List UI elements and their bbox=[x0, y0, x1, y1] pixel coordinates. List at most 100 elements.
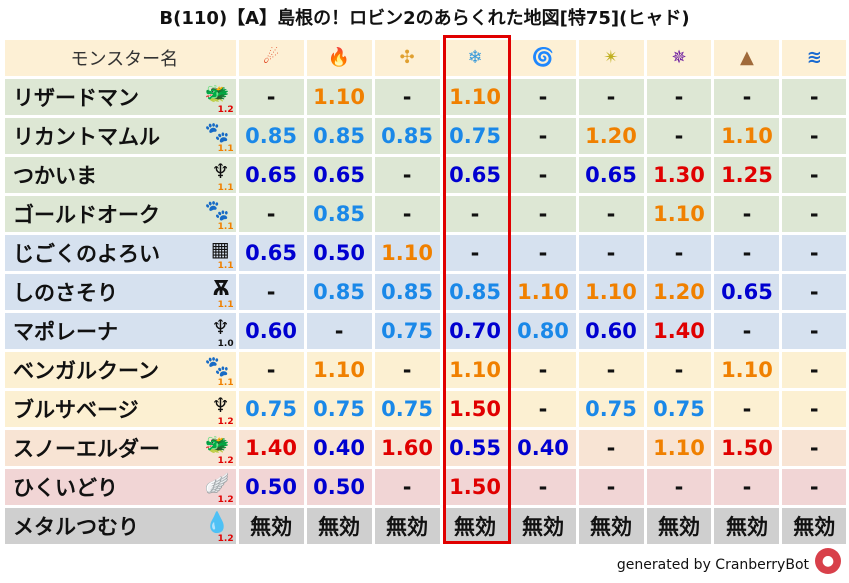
cranberry-icon: ● bbox=[815, 548, 841, 574]
monster-name-header: モンスター名 bbox=[5, 40, 236, 76]
weight-label: 1.1 bbox=[217, 300, 234, 310]
resistance-value: - bbox=[782, 274, 846, 310]
resistance-value: 0.65 bbox=[306, 157, 372, 193]
weight-label: 1.1 bbox=[217, 378, 234, 388]
element-header: ▲ bbox=[714, 40, 780, 76]
resistance-value: - bbox=[510, 196, 576, 232]
monster-cell: しのさそり Ѫ 1.1 bbox=[5, 274, 236, 310]
monster-cell: マポレーナ ♆ 1.0 bbox=[5, 313, 236, 349]
resistance-value: 0.70 bbox=[442, 313, 508, 349]
table-row: メタルつむり 💧 1.2 無効 無効 無効 無効 無効 無効 無効 無効 無効 bbox=[5, 508, 846, 544]
insect-icon: Ѫ bbox=[212, 276, 230, 300]
material-icon: ▦ bbox=[210, 237, 230, 261]
resistance-value: 1.10 bbox=[714, 352, 780, 388]
resistance-value: - bbox=[782, 469, 846, 505]
footer-credit: generated by CranberryBot bbox=[616, 557, 809, 573]
ice-icon: ❄ bbox=[467, 47, 483, 68]
monster-cell: ひくいどり 🪽 1.2 bbox=[5, 469, 236, 505]
resistance-value: - bbox=[578, 235, 644, 271]
weight-label: 1.2 bbox=[217, 105, 234, 115]
resistance-value: 0.85 bbox=[306, 196, 372, 232]
resistance-value: - bbox=[714, 235, 780, 271]
weight-label: 1.1 bbox=[217, 222, 234, 232]
resistance-value: 1.10 bbox=[714, 118, 780, 154]
resistance-value: - bbox=[374, 352, 440, 388]
resistance-value: - bbox=[714, 469, 780, 505]
resistance-value: - bbox=[646, 469, 712, 505]
paw-icon: 🐾 bbox=[204, 198, 230, 222]
demon-icon: ♆ bbox=[211, 315, 230, 339]
table-row: しのさそり Ѫ 1.1-0.85 0.85 0.85 1.10 1.10 1.20 0.65- bbox=[5, 274, 846, 310]
page-title: B(110)【A】島根の！ロビン2のあらくれた地図[特75](ヒャド) bbox=[159, 8, 690, 29]
resistance-value: - bbox=[374, 157, 440, 193]
resistance-value: 0.75 bbox=[238, 391, 304, 427]
table-row: じごくのよろい ▦ 1.1 0.65 0.50 1.10- - - - - - bbox=[5, 235, 846, 271]
paw-icon: 🐾 bbox=[204, 120, 230, 144]
fireball-icon: ☄ bbox=[263, 47, 280, 68]
element-header: ✴ bbox=[578, 40, 644, 76]
resistance-value: 無効 bbox=[510, 508, 576, 544]
table-row: スノーエルダー 🐲 1.2 1.40 0.40 1.60 0.55 0.40-1.10 1.50… bbox=[5, 430, 846, 466]
resistance-value: 0.60 bbox=[238, 313, 304, 349]
resistance-value: 0.85 bbox=[442, 274, 508, 310]
resistance-value: 無効 bbox=[578, 508, 644, 544]
resistance-value: - bbox=[578, 352, 644, 388]
element-header: ✵ bbox=[646, 40, 712, 76]
resistance-value: 無効 bbox=[306, 508, 372, 544]
resistance-value: 0.55 bbox=[442, 430, 508, 466]
resistance-value: - bbox=[374, 469, 440, 505]
resistance-value: 0.65 bbox=[238, 157, 304, 193]
flame-icon: 🔥 bbox=[327, 47, 351, 68]
table-row: つかいま ♆ 1.1 0.65 0.65-0.65-0.65 1.30 1.25- bbox=[5, 157, 846, 193]
monster-cell: つかいま ♆ 1.1 bbox=[5, 157, 236, 193]
weight-label: 1.1 bbox=[217, 261, 234, 271]
resistance-value: - bbox=[578, 430, 644, 466]
monster-name: じごくのよろい bbox=[13, 242, 160, 266]
resistance-value: 0.75 bbox=[374, 391, 440, 427]
demon-icon: ♆ bbox=[211, 393, 230, 417]
resistance-value: 0.40 bbox=[306, 430, 372, 466]
resistance-value: 1.10 bbox=[442, 79, 508, 115]
resistance-value: 0.50 bbox=[306, 235, 372, 271]
resistance-value: 0.80 bbox=[510, 313, 576, 349]
resistance-value: - bbox=[442, 196, 508, 232]
weight-label: 1.2 bbox=[217, 456, 234, 466]
resistance-value: 1.20 bbox=[578, 118, 644, 154]
monster-name: マポレーナ bbox=[13, 320, 118, 344]
resistance-value: 0.65 bbox=[714, 274, 780, 310]
resistance-value: 1.50 bbox=[442, 391, 508, 427]
weight-label: 1.2 bbox=[217, 534, 234, 544]
dragon-icon: 🐲 bbox=[204, 432, 230, 456]
resistance-value: 1.10 bbox=[646, 430, 712, 466]
resistance-value: 0.75 bbox=[374, 313, 440, 349]
monster-cell: リザードマン 🐲 1.2 bbox=[5, 79, 236, 115]
element-header: 🌀 bbox=[510, 40, 576, 76]
dragon-icon: 🐲 bbox=[204, 81, 230, 105]
resistance-value: 0.85 bbox=[238, 118, 304, 154]
resistance-value: - bbox=[238, 79, 304, 115]
table-row: リカントマムル 🐾 1.1 0.85 0.85 0.85 0.75-1.20-1.10- bbox=[5, 118, 846, 154]
resistance-value: - bbox=[782, 352, 846, 388]
resistance-value: - bbox=[714, 196, 780, 232]
element-header: ✣ bbox=[374, 40, 440, 76]
monster-cell: メタルつむり 💧 1.2 bbox=[5, 508, 236, 544]
paw-icon: 🐾 bbox=[204, 354, 230, 378]
resistance-value: 0.60 bbox=[578, 313, 644, 349]
resistance-value: - bbox=[238, 352, 304, 388]
resistance-value: - bbox=[578, 196, 644, 232]
monster-name: メタルつむり bbox=[13, 515, 139, 539]
resistance-value: 無効 bbox=[646, 508, 712, 544]
resistance-value: - bbox=[578, 469, 644, 505]
monster-name: ゴールドオーク bbox=[13, 203, 160, 227]
weight-label: 1.0 bbox=[217, 339, 234, 349]
resistance-value: - bbox=[782, 79, 846, 115]
resistance-value: - bbox=[646, 79, 712, 115]
resistance-value: 1.40 bbox=[646, 313, 712, 349]
resistance-value: - bbox=[578, 79, 644, 115]
explosion-icon: ✣ bbox=[399, 47, 415, 68]
resistance-value: 1.10 bbox=[442, 352, 508, 388]
resistance-value: 無効 bbox=[782, 508, 846, 544]
monster-name: リザードマン bbox=[13, 86, 139, 110]
resistance-value: 0.50 bbox=[306, 469, 372, 505]
resistance-value: 1.10 bbox=[646, 196, 712, 232]
